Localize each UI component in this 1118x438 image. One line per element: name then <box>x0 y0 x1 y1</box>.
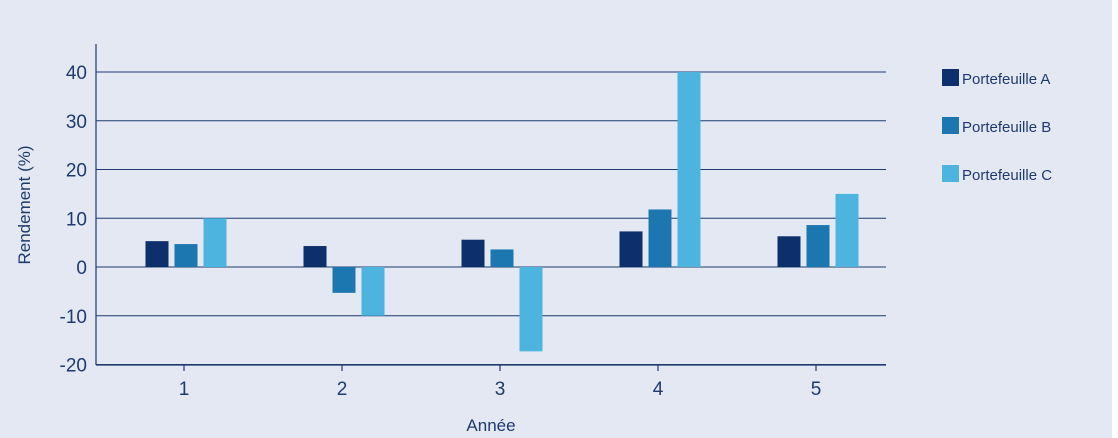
bar-portefeuille-c-5 <box>835 193 859 267</box>
bar-portefeuille-b-5 <box>806 225 830 267</box>
x-tick-label: 1 <box>179 379 190 400</box>
bar-portefeuille-a-3 <box>461 239 485 267</box>
y-axis-title: Rendement (%) <box>15 145 34 264</box>
legend-label: Portefeuille A <box>962 71 1050 88</box>
x-axis-title: Année <box>466 416 515 435</box>
bar-portefeuille-b-3 <box>490 249 514 267</box>
bar-portefeuille-a-4 <box>619 231 643 267</box>
bar-portefeuille-b-1 <box>174 244 198 267</box>
bar-portefeuille-a-1 <box>145 241 169 267</box>
y-tick-label: -10 <box>60 307 87 328</box>
bars <box>145 72 859 352</box>
x-tick-label: 5 <box>811 379 822 400</box>
x-tick-label: 3 <box>495 379 506 400</box>
bar-portefeuille-a-2 <box>303 246 327 267</box>
legend-label: Portefeuille B <box>962 119 1051 136</box>
legend-swatch <box>942 165 959 182</box>
bar-portefeuille-a-5 <box>777 236 801 267</box>
y-tick-label: 40 <box>66 63 87 84</box>
y-tick-labels: 40 30 20 10 0 -10 -20 <box>60 63 87 377</box>
y-tick-label: 30 <box>66 112 87 133</box>
y-tick-label: 10 <box>66 209 87 230</box>
x-tick-label: 4 <box>653 379 664 400</box>
legend-label: Portefeuille C <box>962 167 1052 184</box>
bar-portefeuille-c-3 <box>519 267 543 352</box>
legend-swatch <box>942 69 959 86</box>
legend-swatch <box>942 117 959 134</box>
y-tick-label: 20 <box>66 161 87 182</box>
y-tick-label: 0 <box>76 258 87 279</box>
bar-portefeuille-c-4 <box>677 72 701 267</box>
bar-portefeuille-c-2 <box>361 267 385 316</box>
y-tick-label: -20 <box>60 356 87 377</box>
bar-portefeuille-b-2 <box>332 267 356 293</box>
x-tick-label: 2 <box>337 379 348 400</box>
bar-portefeuille-c-1 <box>203 218 227 267</box>
x-tick-labels: 1 2 3 4 5 <box>179 365 822 400</box>
legend: Portefeuille A Portefeuille B Portefeuille… <box>942 69 1052 184</box>
bar-portefeuille-b-4 <box>648 209 672 267</box>
